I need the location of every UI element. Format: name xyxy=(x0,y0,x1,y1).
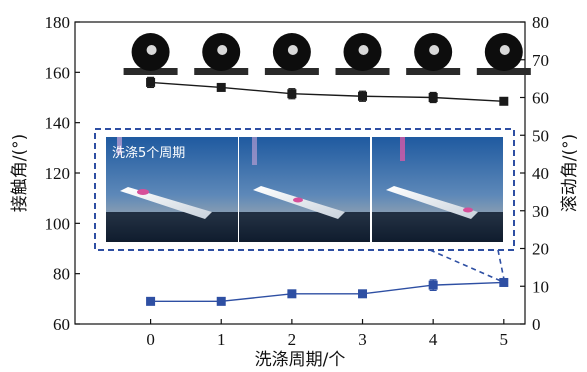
data-point xyxy=(358,91,368,101)
y-right-tick-label: 20 xyxy=(532,240,549,259)
connector-line xyxy=(429,249,501,282)
droplet-image xyxy=(335,33,390,75)
x-tick-label: 2 xyxy=(288,330,297,349)
x-tick-label: 0 xyxy=(146,330,155,349)
droplet-substrate xyxy=(194,68,249,75)
droplet-substrate xyxy=(264,68,319,75)
connector-line xyxy=(497,249,505,279)
y-right-tick-label: 60 xyxy=(532,89,549,108)
inset-connector-lines xyxy=(429,249,505,282)
droplet-substrate xyxy=(476,68,531,75)
series-line-1 xyxy=(150,81,504,102)
data-point xyxy=(358,289,368,299)
data-point xyxy=(287,89,297,99)
inset-photo-1 xyxy=(106,137,238,242)
droplet-images xyxy=(123,33,531,75)
y-axis-left-label: 接触角/(°) xyxy=(10,134,30,213)
droplet-image xyxy=(264,33,319,75)
y-right-tick-label: 0 xyxy=(532,315,541,334)
droplet-substrate xyxy=(406,68,461,75)
y-right-tick-label: 10 xyxy=(532,277,549,296)
y-left-tick-label: 120 xyxy=(45,164,71,183)
droplet-highlight xyxy=(217,45,228,55)
droplet-image xyxy=(194,33,249,75)
x-axis-label: 洗涤周期/个 xyxy=(255,350,346,370)
data-point xyxy=(499,277,509,287)
y-right-tick-label: 80 xyxy=(532,13,549,32)
data-point xyxy=(499,96,509,106)
y-left-tick-label: 160 xyxy=(45,63,71,82)
y-right-tick-label: 50 xyxy=(532,126,549,145)
series-line-2 xyxy=(150,281,504,303)
inset-photo-3 xyxy=(372,137,503,242)
data-point xyxy=(146,296,156,306)
x-tick-label: 4 xyxy=(429,330,438,349)
data-point xyxy=(146,77,156,87)
x-tick-label: 5 xyxy=(500,330,509,349)
data-point xyxy=(287,289,297,299)
data-point xyxy=(428,93,438,102)
y-right-tick-label: 40 xyxy=(532,164,549,183)
droplet-substrate xyxy=(335,68,390,75)
x-tick-label: 1 xyxy=(217,330,226,349)
inset-photo-2 xyxy=(239,137,370,242)
y-right-tick-label: 70 xyxy=(532,51,549,70)
droplet-image xyxy=(476,33,531,75)
y-axis-right-label: 滚动角/(°) xyxy=(560,134,580,213)
droplet-highlight xyxy=(429,45,440,55)
data-series xyxy=(146,76,509,306)
y-left-tick-label: 60 xyxy=(53,315,70,334)
droplet-image xyxy=(123,33,178,75)
y-left-tick-label: 140 xyxy=(45,114,71,133)
y-left-tick-label: 100 xyxy=(45,214,71,233)
droplet-highlight xyxy=(287,45,298,55)
data-point xyxy=(216,82,226,92)
x-tick-label: 3 xyxy=(358,330,367,349)
droplet-highlight xyxy=(146,45,157,55)
y-right-tick-label: 30 xyxy=(532,202,549,221)
inset-photo-panel: 洗涤5个周期 xyxy=(94,128,515,251)
data-point xyxy=(216,296,226,306)
y-left-tick-label: 80 xyxy=(53,265,70,284)
y-left-tick-label: 180 xyxy=(45,13,71,32)
droplet-substrate xyxy=(123,68,178,75)
inset-label: 洗涤5个周期 xyxy=(112,146,185,161)
data-point xyxy=(428,280,438,290)
droplet-image xyxy=(406,33,461,75)
droplet-highlight xyxy=(499,45,510,55)
droplet-highlight xyxy=(358,45,369,55)
axes: 0 1 2 3 4 5 60 80 100 120 140 160 180 0 10 20 30 40 50 60 70… xyxy=(45,13,550,349)
